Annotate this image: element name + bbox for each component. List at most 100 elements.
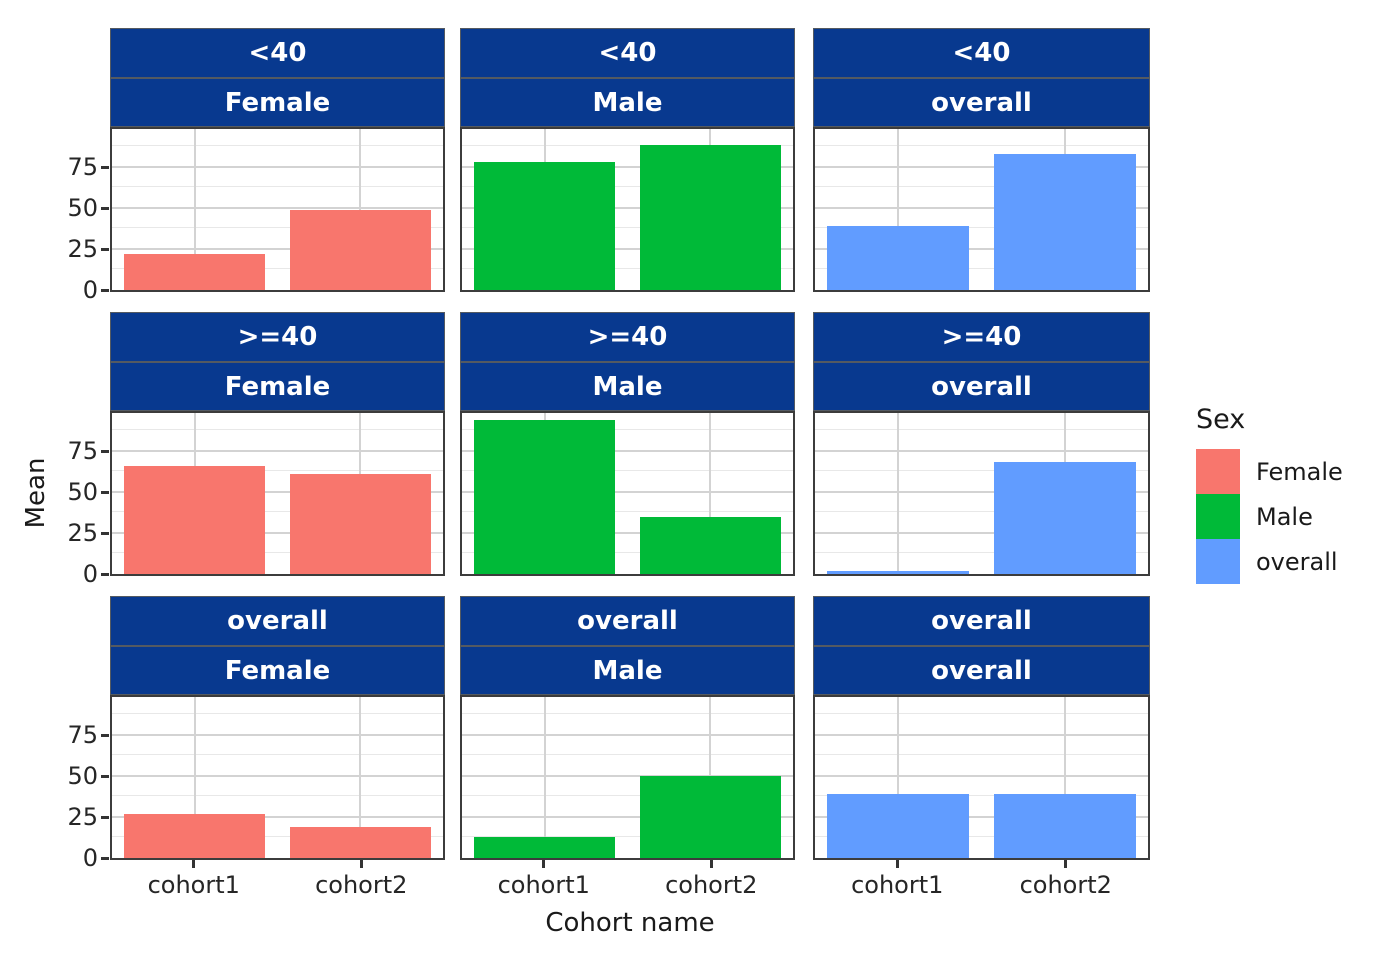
y-tick-label: 75 [67,720,98,749]
facet-strip-row-label: <40 [461,29,794,77]
y-tick-mark [101,531,109,535]
panel-plot-area [813,695,1150,860]
y-tick-label: 50 [67,477,98,506]
gridline-h-minor [112,145,443,147]
gridline-h-major [462,815,793,818]
bar-cohort1 [474,836,616,858]
gridline-h-major [112,815,443,818]
gridline-h-minor [112,227,443,229]
bar-cohort2 [289,473,431,574]
gridline-v-major [359,697,362,858]
facet-strip-col-label: Male [461,79,794,126]
x-axis-title: Cohort name [545,908,715,938]
gridline-h-minor [462,511,793,513]
facet-cell-1-1: <40 Female [110,28,445,292]
x-tick-mark [1064,860,1068,868]
gridline-h-major [815,531,1148,534]
legend-entry-male: Male [1196,494,1343,539]
facet-strip-row-label: overall [111,597,444,645]
gridline-h-major [462,449,793,452]
bar-cohort2 [639,516,781,574]
bar-cohort1 [124,253,266,290]
bar-cohort1 [827,793,969,858]
panel-plot-area [813,127,1150,292]
y-tick-mark [101,815,109,819]
x-tick-label: cohort1 [851,871,944,899]
gridline-h-minor [112,836,443,838]
y-tick-label: 75 [67,436,98,465]
gridline-h-major [462,774,793,777]
gridline-h-minor [815,836,1148,838]
gridline-h-major [462,490,793,493]
facet-strips: >=40 Male [460,312,795,411]
legend-swatch-male [1196,494,1240,539]
gridline-h-minor [462,429,793,431]
facet-strips: <40 overall [813,28,1150,127]
legend-label: overall [1256,547,1338,576]
gridline-h-minor [112,186,443,188]
facet-strips: >=40 overall [813,312,1150,411]
facet-strips: <40 Female [110,28,445,127]
gridline-h-major [815,733,1148,736]
gridline-v-major [709,413,712,574]
bar-cohort1 [474,419,616,574]
bar-cohort1 [124,465,266,574]
facet-strip-row-label: >=40 [461,313,794,361]
gridline-h-major [112,733,443,736]
x-tick-mark [895,860,899,868]
gridline-h-major [462,733,793,736]
bar-cohort1 [124,813,266,858]
y-tick-mark [101,449,109,453]
x-tick-label: cohort1 [147,871,240,899]
facet-strip-row-label: >=40 [111,313,444,361]
facet-strips: overall Female [110,596,445,695]
gridline-h-major [815,165,1148,168]
panel-plot-area [460,411,795,576]
gridline-v-major [193,129,196,290]
gridline-v-major [897,697,900,858]
bar-cohort2 [639,775,781,858]
x-tick-mark [359,860,363,868]
facet-strip-row-label: overall [814,597,1149,645]
x-tick-label: cohort2 [1019,871,1112,899]
gridline-h-minor [815,795,1148,797]
y-tick-label: 0 [82,560,98,588]
gridline-h-major [112,206,443,209]
y-tick-mark [101,857,109,860]
y-tick-mark [101,247,109,251]
panel-plot-area [460,695,795,860]
bar-cohort1 [474,161,616,290]
facet-cell-3-3: overall overall [813,596,1150,860]
panel-plot-area [110,411,445,576]
gridline-h-minor [462,552,793,554]
gridline-h-minor [112,470,443,472]
legend-label: Female [1256,457,1343,486]
gridline-h-minor [462,268,793,270]
facet-cell-2-3: >=40 overall [813,312,1150,576]
bar-cohort1 [827,225,969,290]
gridline-h-major [462,165,793,168]
facet-cell-1-2: <40 Male [460,28,795,292]
gridline-h-minor [462,470,793,472]
gridline-h-major [112,247,443,250]
gridline-v-major [897,413,900,574]
legend-label: Male [1256,502,1313,531]
panel-plot-area [460,127,795,292]
legend-swatch-overall [1196,539,1240,584]
x-tick-mark [542,860,546,868]
gridline-h-minor [815,511,1148,513]
gridline-h-minor [815,145,1148,147]
gridline-h-major [112,531,443,534]
y-tick-label: 25 [67,234,98,263]
gridline-h-minor [815,552,1148,554]
facet-strip-row-label: >=40 [814,313,1149,361]
gridline-v-major [897,129,900,290]
facet-strips: overall overall [813,596,1150,695]
legend-swatch-female [1196,449,1240,494]
legend-entry-female: Female [1196,449,1343,494]
facet-strip-row-label: <40 [814,29,1149,77]
gridline-h-minor [815,268,1148,270]
gridline-h-major [462,247,793,250]
facet-strip-col-label: Female [111,79,444,126]
facet-strip-col-label: overall [814,79,1149,126]
